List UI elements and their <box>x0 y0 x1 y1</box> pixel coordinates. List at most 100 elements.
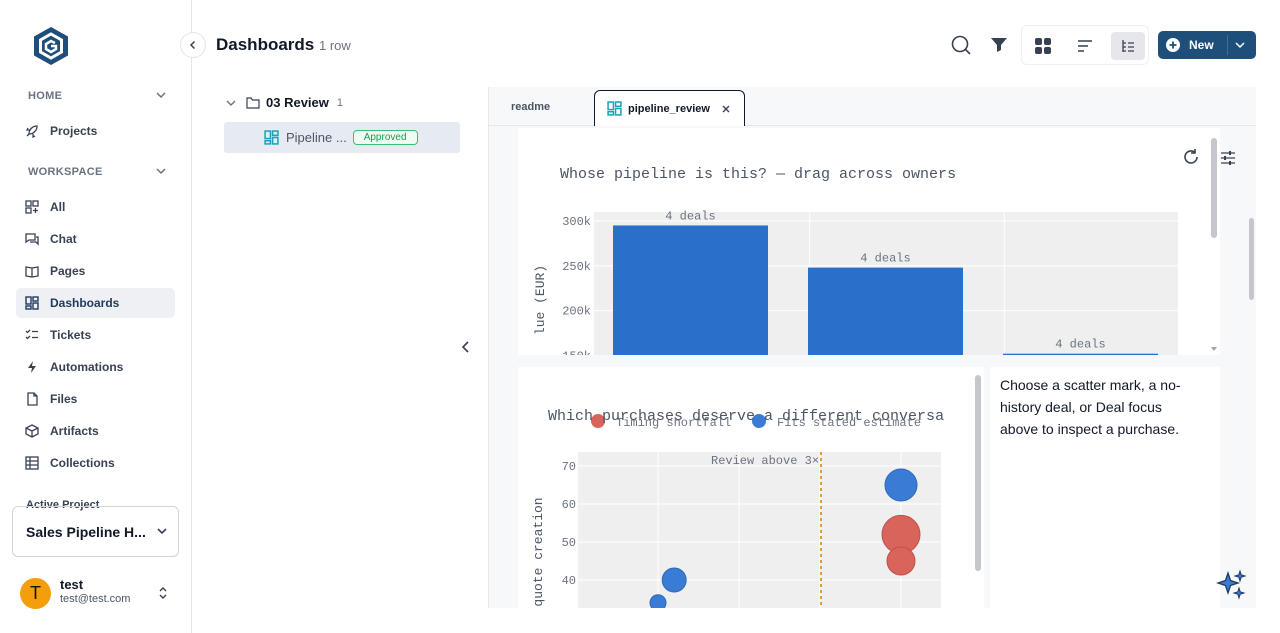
tab-label: pipeline_review <box>628 102 710 115</box>
sidebar-item-automations[interactable]: Automations <box>16 352 175 382</box>
bar-chart-panel: Whose pipeline is this? — drag across ow… <box>518 128 1220 355</box>
sidebar-item-label: Automations <box>50 360 124 374</box>
chevron-down-icon <box>226 100 236 106</box>
chevron-down-icon <box>156 92 166 99</box>
sidebar-item-files[interactable]: Files <box>16 384 175 414</box>
tree-item-label: Pipeline ... <box>286 130 347 145</box>
sidebar-collapse-button[interactable] <box>180 32 206 58</box>
bar <box>808 267 963 355</box>
settings-sliders-icon[interactable] <box>1220 150 1236 166</box>
home-section-label: HOME <box>28 90 63 102</box>
chevron-left-icon <box>461 341 469 353</box>
tab-pipeline-review[interactable]: pipeline_review <box>594 90 745 126</box>
bar-chart[interactable]: 4 deals 4 deals 4 deals 300k 250k 200k 150k l… <box>518 128 1220 355</box>
sidebar-item-chat[interactable]: Chat <box>16 224 175 254</box>
new-button[interactable]: New <box>1158 31 1256 59</box>
refresh-icon[interactable] <box>1182 148 1200 166</box>
inspect-hint: Choose a scatter mark, a no-history deal… <box>1000 377 1181 437</box>
y-tick-label: 60 <box>562 498 576 512</box>
pane-divider <box>488 87 489 608</box>
scatter-point <box>649 594 667 608</box>
panel-scrollbar[interactable] <box>975 375 981 571</box>
file-icon <box>24 391 40 407</box>
y-tick-label: 150k <box>562 350 591 356</box>
sidebar-item-label: Projects <box>50 124 98 138</box>
new-button-label: New <box>1189 38 1214 52</box>
status-badge: Approved <box>352 130 418 145</box>
sidebar-item-label: Chat <box>50 232 77 246</box>
canvas-scrollbar[interactable] <box>1249 218 1254 300</box>
scatter-point <box>884 468 918 502</box>
sparkle-icon[interactable] <box>1216 569 1248 601</box>
y-tick-label: 250k <box>562 260 591 274</box>
y-tick-label: 300k <box>562 215 591 229</box>
y-tick-label: 50 <box>562 536 576 550</box>
y-axis-label: quote creation <box>531 497 546 606</box>
page-title: Dashboards <box>216 35 315 54</box>
tickets-icon <box>24 327 40 343</box>
chevron-left-icon <box>189 40 196 50</box>
all-icon <box>24 199 40 215</box>
row-count: 1 row <box>319 38 351 53</box>
chevron-down-icon <box>156 168 166 175</box>
panel-scrollbar[interactable] <box>1211 138 1217 238</box>
scroll-down-icon[interactable] <box>1210 346 1218 352</box>
grid-view-icon[interactable] <box>1032 36 1054 56</box>
sidebar-item-projects[interactable]: Projects <box>16 116 175 146</box>
sidebar-item-all[interactable]: All <box>16 192 175 222</box>
bar-data-label: 4 deals <box>860 252 910 266</box>
y-axis-label: lue (EUR) <box>533 265 548 335</box>
close-icon[interactable] <box>722 105 730 113</box>
sidebar-item-pages[interactable]: Pages <box>16 256 175 286</box>
tab-readme[interactable]: readme <box>511 87 550 126</box>
active-project-select[interactable]: Sales Pipeline H... <box>12 506 179 557</box>
y-tick-label: 70 <box>562 460 576 474</box>
chart-title: Which purchases deserve a different conv… <box>548 408 944 425</box>
filter-icon[interactable] <box>988 35 1010 55</box>
home-section-header[interactable]: HOME <box>28 90 166 102</box>
list-view-icon[interactable] <box>1074 36 1096 56</box>
y-tick-label: 200k <box>562 305 591 319</box>
y-tick-label: 40 <box>562 574 576 588</box>
tree-folder-label: 03 Review <box>266 95 329 110</box>
sidebar: HOME Projects WORKSPACE All Chat Pages D… <box>0 0 192 633</box>
legend-marker-fits <box>752 414 766 428</box>
user-email: test@test.com <box>60 593 131 605</box>
active-project-label: Active Project <box>26 499 100 511</box>
dashboard-icon <box>607 101 622 116</box>
sidebar-item-tickets[interactable]: Tickets <box>16 320 175 350</box>
avatar: T <box>20 578 51 609</box>
inspect-panel <box>990 367 1220 608</box>
user-menu[interactable]: T test test@test.com <box>20 577 180 611</box>
bar-data-label: 4 deals <box>1055 338 1105 352</box>
rocket-icon <box>24 123 40 139</box>
chart-title: Whose pipeline is this? — drag across ow… <box>560 166 957 183</box>
chevron-up-down-icon <box>159 587 167 599</box>
sidebar-item-label: Files <box>50 392 78 406</box>
plus-circle-icon <box>1166 38 1180 52</box>
sidebar-item-label: Artifacts <box>50 424 99 438</box>
folder-icon <box>246 96 260 109</box>
search-icon[interactable] <box>950 34 972 56</box>
sidebar-item-label: Collections <box>50 456 115 470</box>
legend-marker-timing <box>591 414 605 428</box>
workspace-section-label: WORKSPACE <box>28 166 103 178</box>
tree-item-pipeline[interactable]: Pipeline ... Approved <box>224 122 460 153</box>
active-project-value: Sales Pipeline H... <box>26 523 146 540</box>
sidebar-item-artifacts[interactable]: Artifacts <box>16 416 175 446</box>
sidebar-item-dashboards[interactable]: Dashboards <box>16 288 175 318</box>
app-logo-icon[interactable] <box>32 26 70 66</box>
scatter-chart-panel: Review above 3× 70 60 50 40 quote creation … <box>518 367 984 608</box>
tree-folder-count: 1 <box>336 96 343 109</box>
tree-view-icon[interactable] <box>1111 32 1145 60</box>
tab-label: readme <box>511 100 551 113</box>
tree-folder-03-review[interactable]: 03 Review 1 <box>226 95 343 110</box>
view-mode-group <box>1021 25 1149 65</box>
scatter-point <box>886 546 916 576</box>
sidebar-item-collections[interactable]: Collections <box>16 448 175 478</box>
tree-collapse-button[interactable] <box>459 340 473 359</box>
legend-label-fits: Fits stated estimate <box>777 416 921 430</box>
tab-bar: readme pipeline_review <box>489 87 1256 126</box>
workspace-section-header[interactable]: WORKSPACE <box>28 166 166 178</box>
